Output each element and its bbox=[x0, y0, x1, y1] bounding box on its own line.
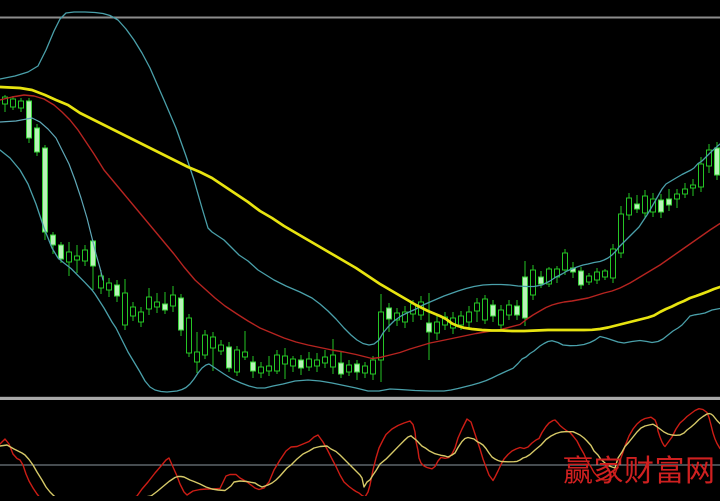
svg-text:赢家财富网: 赢家财富网 bbox=[563, 455, 716, 488]
